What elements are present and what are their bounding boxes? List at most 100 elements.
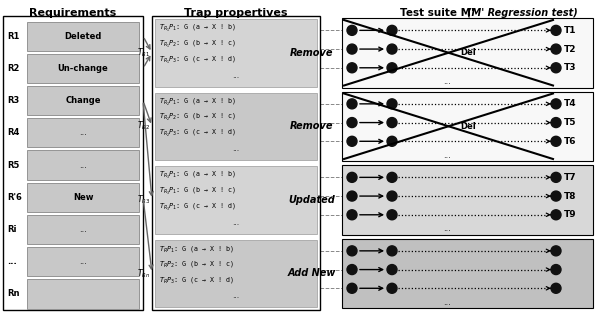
Circle shape bbox=[347, 172, 357, 182]
Text: R5: R5 bbox=[7, 161, 19, 169]
Text: R1: R1 bbox=[7, 32, 19, 41]
Text: ...: ... bbox=[79, 128, 87, 137]
Text: Remove: Remove bbox=[290, 121, 334, 131]
Circle shape bbox=[551, 283, 561, 293]
Text: T1: T1 bbox=[564, 26, 577, 35]
Circle shape bbox=[387, 191, 397, 201]
Circle shape bbox=[551, 44, 561, 54]
Circle shape bbox=[551, 63, 561, 73]
Text: Change: Change bbox=[65, 96, 101, 105]
Bar bbox=[27, 183, 139, 212]
Circle shape bbox=[347, 63, 357, 73]
Circle shape bbox=[551, 25, 561, 35]
Circle shape bbox=[347, 283, 357, 293]
Circle shape bbox=[347, 118, 357, 128]
Circle shape bbox=[347, 210, 357, 220]
Circle shape bbox=[551, 246, 561, 256]
Text: T2: T2 bbox=[564, 45, 577, 54]
Text: $T_{R_1}P_3$: G (c → X ! d): $T_{R_1}P_3$: G (c → X ! d) bbox=[159, 55, 236, 66]
Text: ...: ... bbox=[443, 224, 451, 233]
Circle shape bbox=[347, 264, 357, 275]
Circle shape bbox=[387, 99, 397, 109]
Circle shape bbox=[387, 172, 397, 182]
Circle shape bbox=[347, 246, 357, 256]
Circle shape bbox=[347, 44, 357, 54]
Text: R'6: R'6 bbox=[7, 193, 22, 202]
Text: ...: ... bbox=[232, 70, 239, 80]
Circle shape bbox=[387, 246, 397, 256]
Bar bbox=[27, 86, 139, 115]
Circle shape bbox=[387, 44, 397, 54]
Circle shape bbox=[387, 63, 397, 73]
Text: ...: ... bbox=[232, 218, 239, 227]
Text: ...: ... bbox=[443, 151, 451, 160]
Text: $T_{R_3}P_1$: G (c → X ! d): $T_{R_3}P_1$: G (c → X ! d) bbox=[159, 202, 236, 213]
Text: Test suite M': Test suite M' bbox=[400, 8, 475, 18]
Text: R2: R2 bbox=[7, 64, 19, 73]
Bar bbox=[155, 240, 317, 307]
Text: Remove: Remove bbox=[290, 48, 334, 58]
Circle shape bbox=[387, 210, 397, 220]
Text: $T_{R_2}P_2$: G (b → X ! c): $T_{R_2}P_2$: G (b → X ! c) bbox=[159, 112, 236, 124]
Bar bbox=[27, 215, 139, 244]
Text: $T_{R_2}P_3$: G (c → X ! d): $T_{R_2}P_3$: G (c → X ! d) bbox=[159, 128, 236, 139]
Text: ...: ... bbox=[79, 161, 87, 169]
Text: T8: T8 bbox=[564, 191, 577, 201]
Text: $T_{R_2}P_1$: G (a → X ! b): $T_{R_2}P_1$: G (a → X ! b) bbox=[159, 96, 236, 107]
Bar bbox=[155, 166, 317, 234]
Bar bbox=[27, 21, 139, 51]
Text: ...: ... bbox=[232, 291, 239, 300]
Text: Un-change: Un-change bbox=[58, 64, 109, 73]
Circle shape bbox=[551, 191, 561, 201]
Text: ...: ... bbox=[79, 257, 87, 266]
Text: $T_{R_3}P_1$: G (a → X ! b): $T_{R_3}P_1$: G (a → X ! b) bbox=[159, 170, 236, 181]
Bar bbox=[27, 150, 139, 179]
Bar bbox=[155, 93, 317, 160]
Text: Rn: Rn bbox=[7, 289, 19, 298]
Text: $T_R P_3$: G (c → X ! d): $T_R P_3$: G (c → X ! d) bbox=[159, 275, 234, 285]
Text: $T_{R_3}P_1$: G (b → X ! c): $T_{R_3}P_1$: G (b → X ! c) bbox=[159, 186, 236, 197]
Circle shape bbox=[347, 99, 357, 109]
Text: ...: ... bbox=[7, 257, 17, 266]
Bar bbox=[155, 19, 317, 87]
Circle shape bbox=[387, 264, 397, 275]
Text: ...: ... bbox=[232, 144, 239, 153]
Text: Updated: Updated bbox=[289, 195, 335, 205]
Text: T3: T3 bbox=[564, 63, 577, 72]
Circle shape bbox=[551, 264, 561, 275]
Bar bbox=[342, 239, 593, 308]
Circle shape bbox=[551, 172, 561, 182]
Text: New: New bbox=[73, 193, 93, 202]
Text: Ri: Ri bbox=[7, 225, 17, 234]
Text: $T_R P_2$: G (b → X ! c): $T_R P_2$: G (b → X ! c) bbox=[159, 259, 234, 269]
Circle shape bbox=[347, 136, 357, 146]
Circle shape bbox=[347, 25, 357, 35]
Text: Deleted: Deleted bbox=[64, 32, 101, 41]
Text: $T_{R_1}P_1$: G (a → X ! b): $T_{R_1}P_1$: G (a → X ! b) bbox=[159, 23, 236, 34]
Text: T5: T5 bbox=[564, 118, 577, 127]
Text: T6: T6 bbox=[564, 137, 577, 146]
Bar bbox=[27, 118, 139, 147]
Circle shape bbox=[551, 210, 561, 220]
Text: T7: T7 bbox=[564, 173, 577, 182]
Bar bbox=[342, 92, 593, 161]
Bar bbox=[3, 16, 143, 310]
Circle shape bbox=[387, 25, 397, 35]
Text: $T_{R2}$: $T_{R2}$ bbox=[137, 120, 150, 132]
Bar bbox=[152, 16, 320, 310]
Text: R3: R3 bbox=[7, 96, 19, 105]
Bar bbox=[27, 247, 139, 276]
Text: T9: T9 bbox=[564, 210, 577, 219]
Text: Del: Del bbox=[461, 48, 476, 57]
Circle shape bbox=[387, 136, 397, 146]
Text: Requirements: Requirements bbox=[29, 8, 116, 18]
Text: Add New: Add New bbox=[288, 268, 336, 278]
Circle shape bbox=[551, 99, 561, 109]
Bar bbox=[342, 18, 593, 88]
Text: (M' Regression test): (M' Regression test) bbox=[467, 8, 578, 18]
Circle shape bbox=[347, 191, 357, 201]
Text: Del: Del bbox=[461, 122, 476, 131]
Circle shape bbox=[551, 136, 561, 146]
Text: $T_{Rn}$: $T_{Rn}$ bbox=[137, 267, 150, 279]
Text: ...: ... bbox=[443, 77, 451, 86]
